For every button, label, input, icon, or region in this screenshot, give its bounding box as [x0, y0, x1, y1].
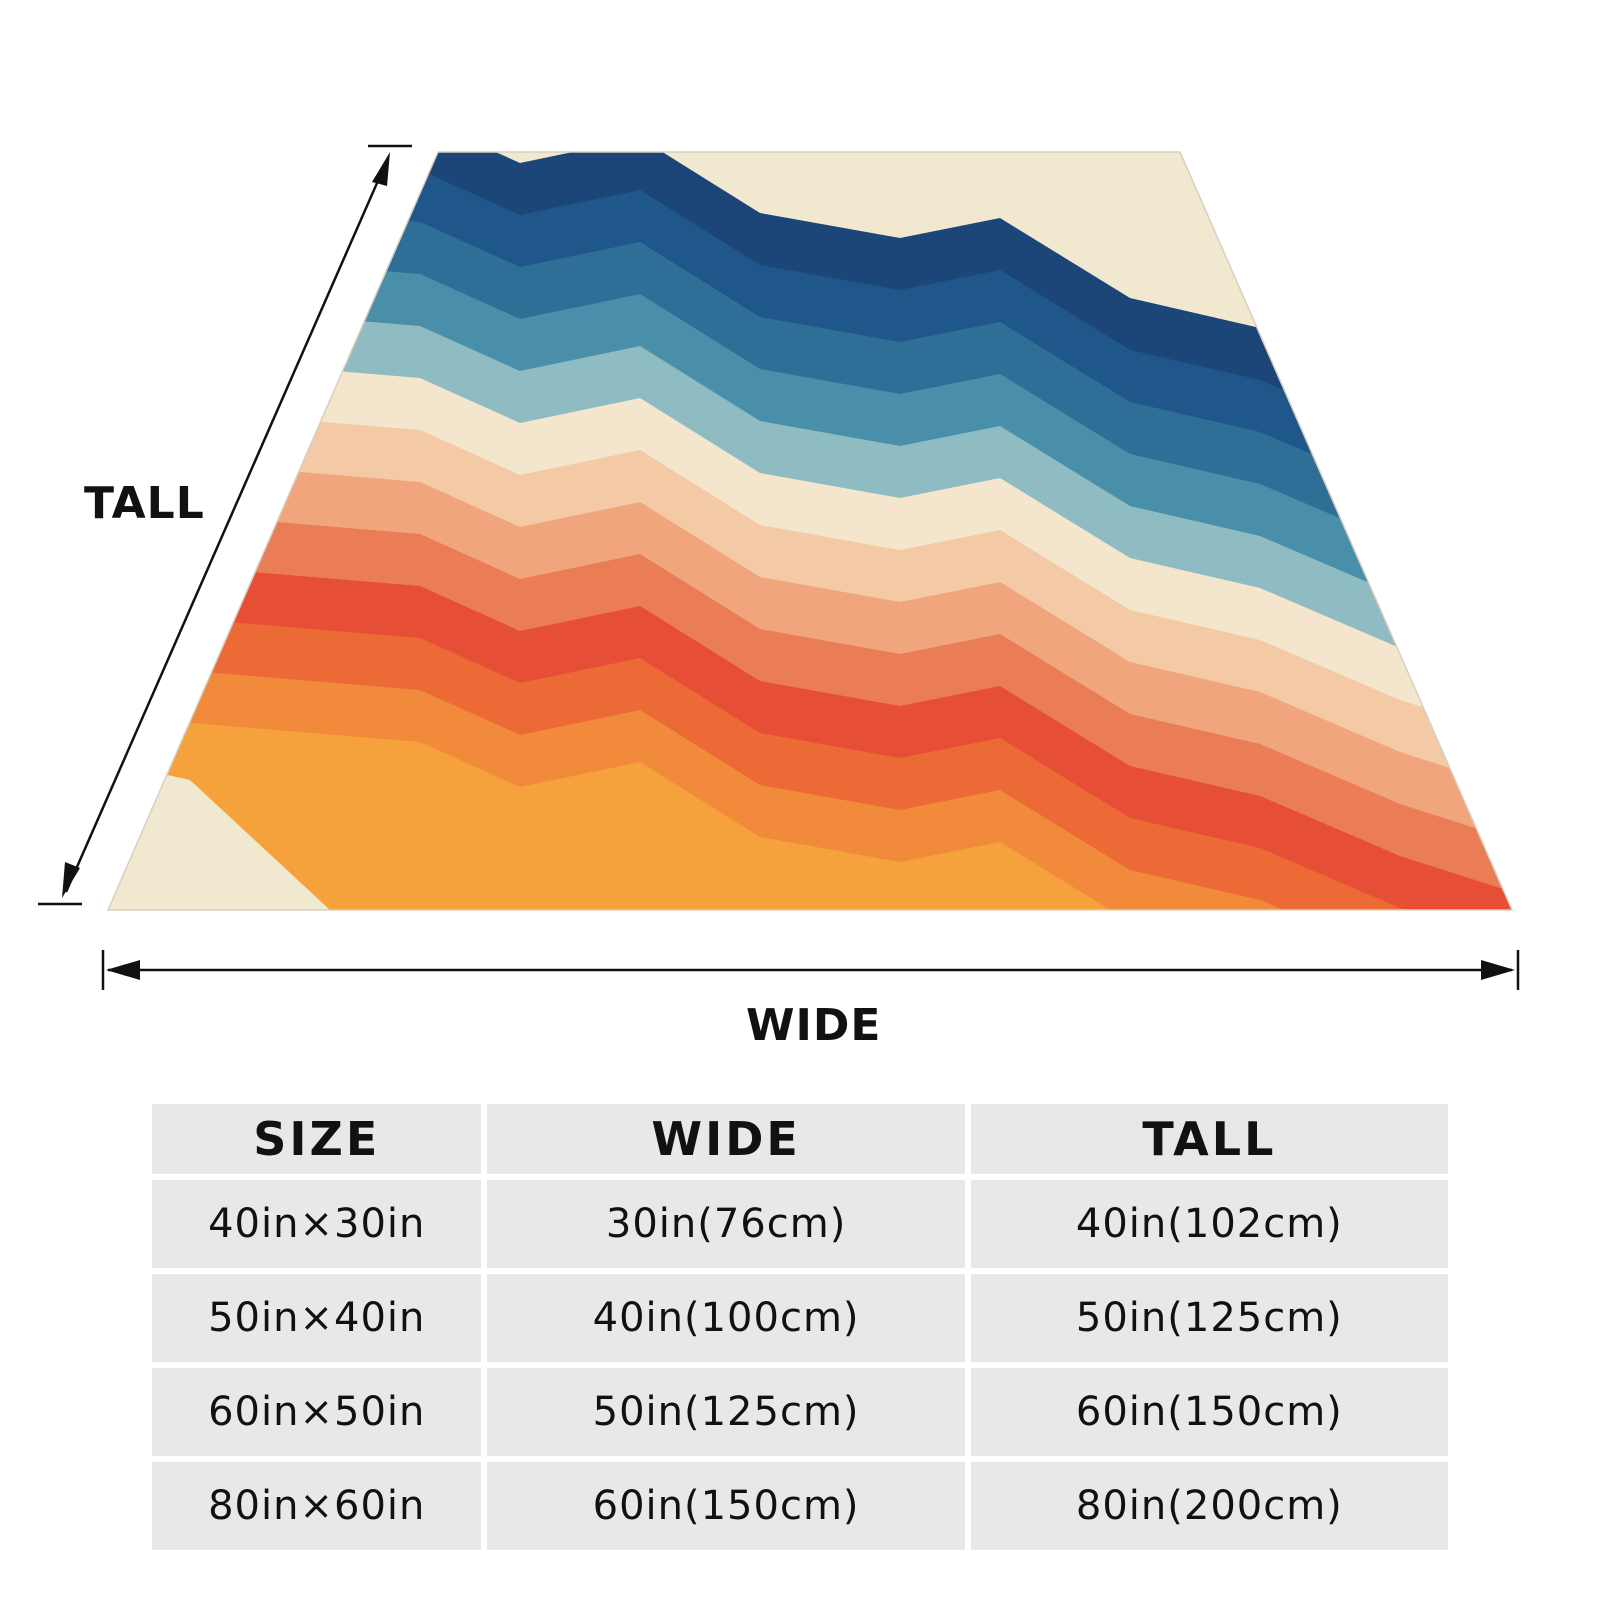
header-tall: TALL [970, 1104, 1448, 1174]
header-wide: WIDE [487, 1104, 965, 1174]
size-table: SIZE WIDE TALL 40in×30in 30in(76cm) 40in… [146, 1098, 1454, 1556]
table-row: 40in×30in 30in(76cm) 40in(102cm) [152, 1180, 1448, 1268]
cell-size: 50in×40in [152, 1274, 482, 1362]
cell-wide: 50in(125cm) [487, 1368, 965, 1456]
tall-label: TALL [84, 478, 205, 529]
cell-tall: 60in(150cm) [970, 1368, 1448, 1456]
blanket-outline [106, 151, 1514, 911]
size-table-header-row: SIZE WIDE TALL [152, 1104, 1448, 1174]
cell-tall: 40in(102cm) [970, 1180, 1448, 1268]
blanket-image [108, 152, 1512, 910]
wide-label: WIDE [746, 1000, 882, 1051]
cell-size: 60in×50in [152, 1368, 482, 1456]
wide-dimension-arrow [101, 950, 1520, 990]
table-row: 50in×40in 40in(100cm) 50in(125cm) [152, 1274, 1448, 1362]
cell-tall: 50in(125cm) [970, 1274, 1448, 1362]
header-size: SIZE [152, 1104, 482, 1174]
cell-wide: 40in(100cm) [487, 1274, 965, 1362]
cell-wide: 60in(150cm) [487, 1462, 965, 1550]
tall-dimension-arrow [38, 144, 412, 906]
blanket-figure [38, 144, 1520, 990]
cell-size: 80in×60in [152, 1462, 482, 1550]
table-row: 80in×60in 60in(150cm) 80in(200cm) [152, 1462, 1448, 1550]
cell-tall: 80in(200cm) [970, 1462, 1448, 1550]
cell-size: 40in×30in [152, 1180, 482, 1268]
table-row: 60in×50in 50in(125cm) 60in(150cm) [152, 1368, 1448, 1456]
cell-wide: 30in(76cm) [487, 1180, 965, 1268]
